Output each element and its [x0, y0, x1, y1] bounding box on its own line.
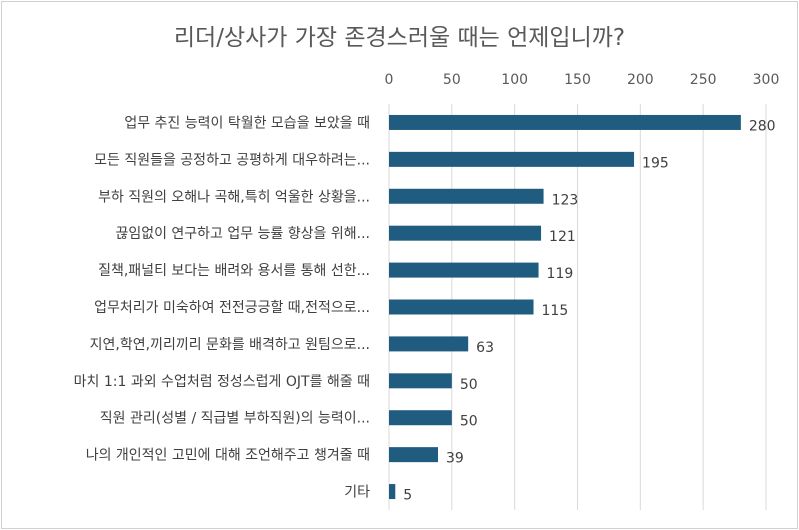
chart-title: 리더/상사가 가장 존경스러울 때는 언제입니까? [173, 25, 626, 51]
bar [389, 151, 635, 167]
x-tick-label: 100 [501, 72, 528, 88]
data-label: 39 [446, 451, 464, 467]
category-label: 직원 관리(성별 / 직급별 부하직원)의 능력이... [100, 411, 370, 427]
bars [389, 114, 741, 500]
bar [389, 484, 396, 500]
category-label: 부하 직원의 오해나 곡해,특히 억울한 상황을... [98, 189, 370, 205]
data-label: 5 [403, 488, 412, 504]
x-tick-label: 250 [690, 72, 717, 88]
x-tick-label: 300 [753, 72, 780, 88]
data-label: 50 [460, 377, 478, 393]
data-label: 280 [749, 118, 776, 134]
data-label: 50 [460, 414, 478, 430]
data-label: 63 [476, 340, 494, 356]
x-tick-label: 50 [443, 72, 461, 88]
category-label: 기타 [344, 485, 370, 501]
data-label: 115 [542, 303, 569, 319]
category-label: 나의 개인적인 고민에 대해 조언해주고 챙겨줄 때 [86, 448, 370, 464]
x-tick-label: 200 [627, 72, 654, 88]
category-label: 업무 추진 능력이 탁월한 모습을 보았을 때 [124, 115, 370, 131]
category-label: 마치 1:1 과외 수업처럼 정성스럽게 OJT를 해줄 때 [74, 374, 370, 390]
bar [389, 447, 439, 463]
data-labels: 280 195 123 121 119 115 63 50 50 39 5 [403, 118, 775, 503]
category-label: 질책,패널티 보다는 배려와 용서를 통해 선한... [98, 263, 370, 279]
bar [389, 299, 534, 315]
x-tick-label: 0 [385, 72, 394, 88]
bar [389, 336, 469, 352]
x-tick-label: 150 [564, 72, 591, 88]
bar [389, 114, 741, 130]
bar [389, 410, 452, 426]
bar [389, 262, 539, 278]
bar [389, 225, 542, 241]
data-label: 123 [552, 192, 579, 208]
data-label: 121 [549, 229, 576, 245]
category-label: 끊임없이 연구하고 업무 능률 향상을 위해... [115, 226, 370, 242]
category-label: 지연,학연,끼리끼리 문화를 배격하고 원팀으로... [90, 337, 370, 353]
x-axis-ticks: 0 50 100 150 200 250 300 [385, 72, 780, 88]
data-label: 195 [642, 155, 669, 171]
data-label: 119 [547, 266, 574, 282]
category-label: 업무처리가 미숙하여 전전긍긍할 때,전적으로... [94, 300, 370, 316]
category-labels: 업무 추진 능력이 탁월한 모습을 보았을 때모든 직원들을 공정하고 공평하게… [74, 115, 370, 500]
bar [389, 188, 544, 204]
category-label: 모든 직원들을 공정하고 공평하게 대우하려는... [94, 152, 370, 168]
bar [389, 373, 452, 389]
